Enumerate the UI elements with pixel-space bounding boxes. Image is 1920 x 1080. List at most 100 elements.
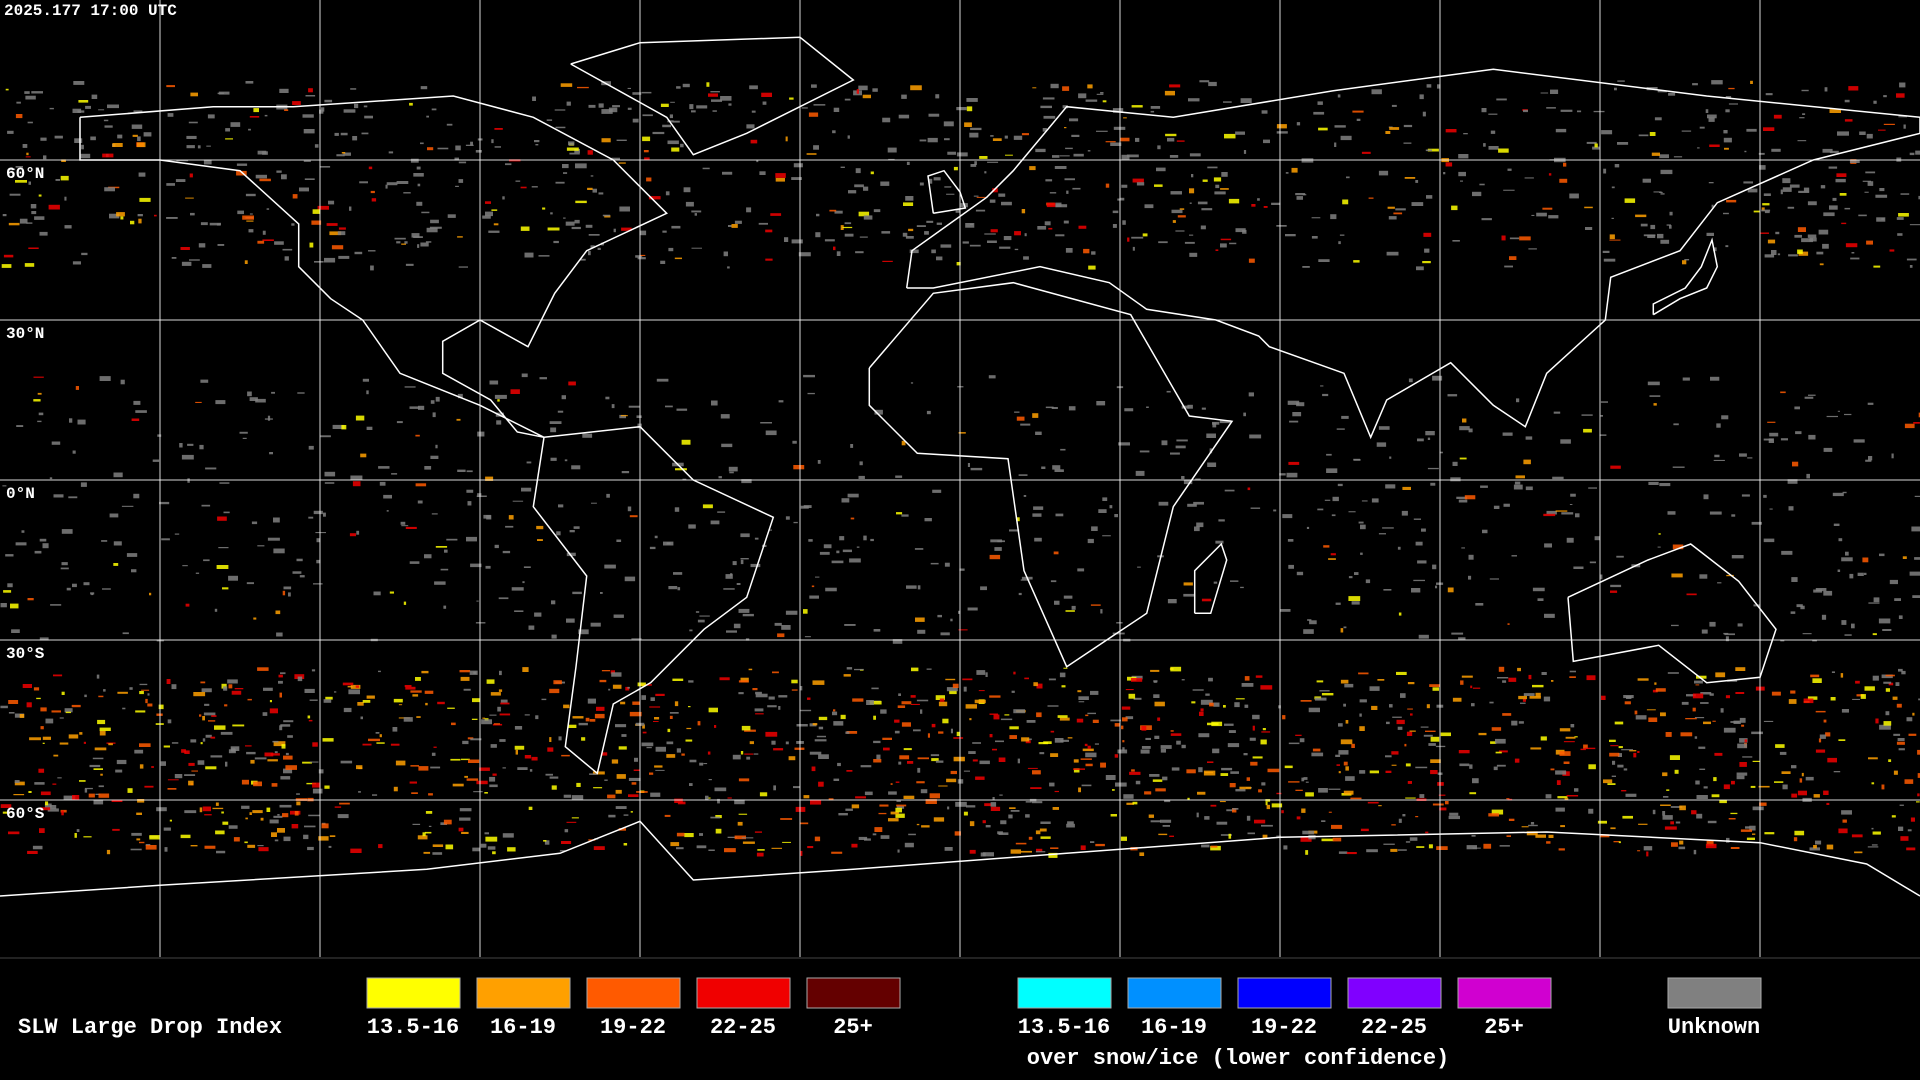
- cloud-pixel: [1909, 224, 1920, 226]
- cloud-pixel: [944, 562, 950, 567]
- cloud-pixel: [185, 197, 194, 199]
- cloud-pixel: [1432, 687, 1439, 691]
- cloud-pixel: [765, 229, 773, 233]
- cloud-pixel: [928, 178, 933, 184]
- cloud-pixel: [1054, 469, 1064, 472]
- cloud-pixel: [987, 240, 997, 243]
- cloud-pixel: [1087, 84, 1093, 89]
- cloud-pixel: [1100, 609, 1103, 614]
- cloud-pixel: [1906, 847, 1916, 851]
- cloud-pixel: [1475, 603, 1484, 606]
- cloud-pixel: [1354, 572, 1359, 575]
- cloud-pixel: [1617, 80, 1625, 82]
- cloud-pixel: [791, 239, 803, 244]
- cloud-pixel: [705, 795, 709, 801]
- cloud-pixel: [1328, 788, 1341, 790]
- cloud-pixel: [0, 603, 7, 608]
- cloud-pixel: [72, 583, 77, 588]
- cloud-pixel: [892, 639, 903, 644]
- cloud-pixel: [611, 404, 615, 409]
- cloud-pixel: [1765, 93, 1773, 96]
- cloud-pixel: [1865, 459, 1872, 462]
- cloud-pixel: [312, 742, 318, 747]
- cloud-pixel: [1725, 245, 1729, 248]
- cloud-pixel: [1779, 751, 1787, 755]
- cloud-pixel: [255, 174, 267, 179]
- cloud-pixel: [563, 704, 570, 709]
- cloud-pixel: [1735, 667, 1746, 671]
- cloud-pixel: [1164, 90, 1175, 96]
- cloud-pixel: [1646, 709, 1656, 711]
- cloud-pixel: [564, 829, 569, 833]
- cloud-pixel: [42, 742, 45, 744]
- cloud-pixel: [15, 114, 23, 119]
- cloud-pixel: [615, 806, 627, 809]
- cloud-pixel: [974, 699, 986, 704]
- cloud-pixel: [1867, 846, 1879, 848]
- cloud-pixel: [1780, 391, 1786, 394]
- cloud-pixel: [755, 713, 764, 715]
- cloud-pixel: [640, 254, 646, 256]
- cloud-pixel: [1425, 730, 1436, 732]
- cloud-pixel: [66, 587, 71, 591]
- cloud-pixel: [1703, 494, 1709, 500]
- cloud-pixel: [1728, 818, 1736, 820]
- cloud-pixel: [956, 152, 968, 157]
- cloud-pixel: [512, 500, 524, 502]
- cloud-pixel: [1713, 459, 1725, 461]
- cloud-pixel: [1288, 781, 1300, 783]
- cloud-pixel: [571, 795, 584, 800]
- cloud-pixel: [137, 214, 143, 217]
- cloud-pixel: [1078, 701, 1085, 703]
- cloud-pixel: [1032, 513, 1042, 517]
- cloud-pixel: [107, 104, 119, 109]
- cloud-pixel: [563, 172, 568, 174]
- cloud-pixel: [846, 731, 858, 734]
- cloud-pixel: [1740, 829, 1752, 832]
- cloud-pixel: [1891, 453, 1894, 459]
- cloud-pixel: [1432, 375, 1443, 381]
- cloud-pixel: [340, 760, 353, 764]
- cloud-pixel: [953, 756, 965, 762]
- cloud-pixel: [1311, 752, 1324, 757]
- cloud-pixel: [274, 751, 278, 754]
- cloud-pixel: [1862, 557, 1869, 563]
- cloud-pixel: [1694, 680, 1703, 684]
- cloud-pixel: [1771, 148, 1781, 152]
- cloud-pixel: [785, 610, 798, 615]
- cloud-pixel: [1043, 115, 1056, 119]
- cloud-pixel: [1701, 629, 1708, 634]
- cloud-pixel: [1241, 683, 1254, 687]
- cloud-pixel: [1671, 624, 1679, 627]
- cloud-pixel: [337, 814, 349, 819]
- cloud-pixel: [507, 847, 516, 852]
- cloud-pixel: [673, 572, 683, 575]
- cloud-pixel: [103, 119, 109, 122]
- cloud-pixel: [1592, 146, 1600, 150]
- cloud-pixel: [1668, 92, 1676, 96]
- cloud-pixel: [1045, 179, 1053, 182]
- cloud-pixel: [864, 838, 871, 841]
- cloud-pixel: [1221, 767, 1233, 771]
- cloud-pixel: [1288, 742, 1300, 745]
- cloud-pixel: [1048, 678, 1056, 681]
- cloud-pixel: [1261, 824, 1273, 827]
- cloud-pixel: [1335, 754, 1341, 757]
- cloud-pixel: [799, 686, 803, 691]
- cloud-pixel: [1021, 737, 1030, 742]
- cloud-pixel: [1614, 164, 1620, 168]
- cloud-pixel: [30, 204, 37, 209]
- cloud-pixel: [1841, 222, 1847, 225]
- cloud-pixel: [888, 791, 897, 795]
- cloud-pixel: [25, 95, 36, 100]
- cloud-pixel: [294, 811, 299, 816]
- cloud-pixel: [1200, 708, 1204, 712]
- cloud-pixel: [1789, 184, 1800, 188]
- cloud-pixel: [94, 747, 107, 751]
- cloud-pixel: [1338, 851, 1348, 854]
- cloud-pixel: [180, 834, 191, 839]
- cloud-pixel: [815, 232, 821, 238]
- cloud-pixel: [1062, 86, 1070, 91]
- cloud-pixel: [1036, 712, 1042, 718]
- cloud-pixel: [1287, 400, 1300, 405]
